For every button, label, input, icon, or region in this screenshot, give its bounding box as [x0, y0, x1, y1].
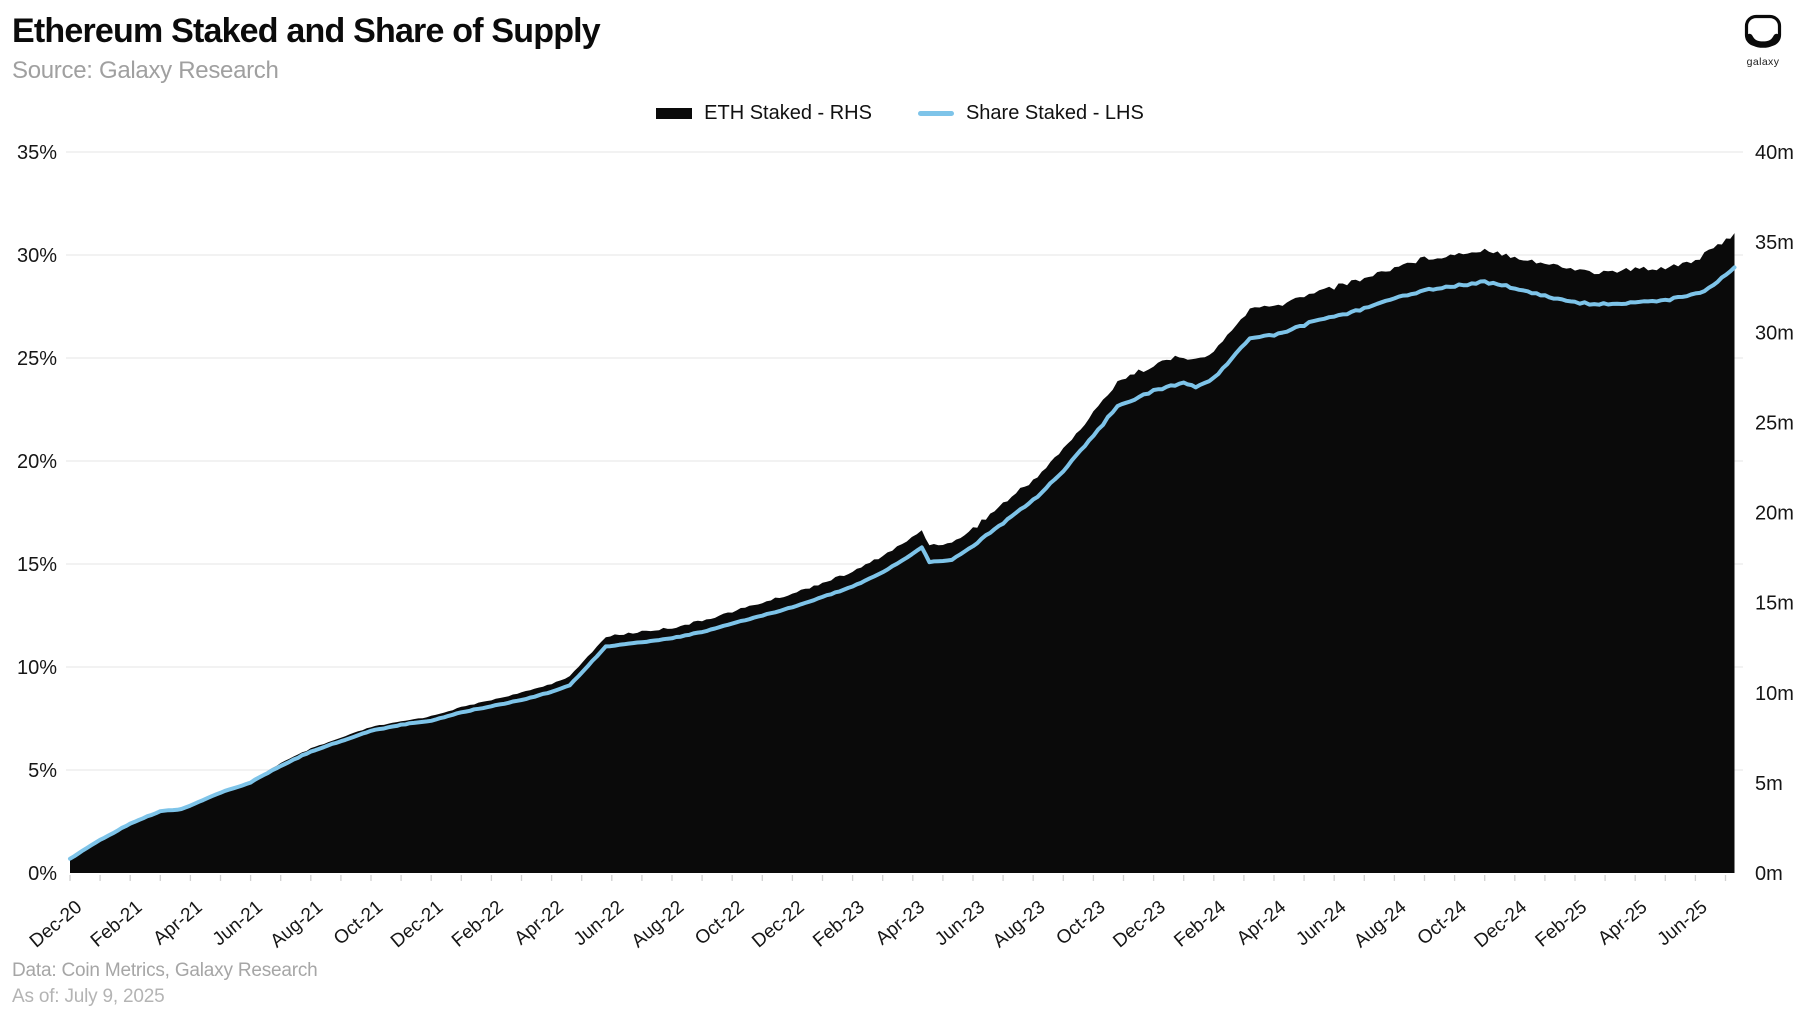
left-axis-tick-label: 35% [17, 142, 57, 164]
right-axis-tick-label: 0m [1755, 863, 1783, 885]
x-axis-tick-label: Apr-21 [149, 897, 206, 950]
galaxy-logo-icon [1744, 14, 1782, 48]
left-axis-tick-label: 5% [28, 760, 57, 782]
legend-label-share-staked: Share Staked - LHS [965, 102, 1144, 124]
left-axis-tick-label: 10% [17, 657, 57, 679]
x-axis-tick-label: Oct-24 [1414, 896, 1472, 949]
right-axis-tick-label: 10m [1755, 683, 1794, 705]
data-credit: Data: Coin Metrics, Galaxy Research [12, 960, 318, 981]
x-axis-tick-label: Aug-21 [267, 897, 327, 952]
x-axis-tick-label: Jun-25 [1654, 897, 1712, 950]
right-axis-tick-label: 20m [1755, 503, 1794, 525]
as-of-date: As of: July 9, 2025 [12, 986, 165, 1007]
left-axis-tick-label: 30% [17, 245, 57, 267]
x-axis-tick-label: Oct-22 [691, 897, 748, 950]
legend-label-eth-staked: ETH Staked - RHS [704, 102, 872, 124]
x-axis-tick-label: Feb-21 [87, 897, 147, 952]
right-axis-tick-label: 25m [1755, 412, 1794, 434]
x-axis-tick-label: Feb-25 [1532, 897, 1592, 952]
galaxy-logo-text: galaxy [1746, 56, 1780, 68]
x-axis-tick-label: Apr-24 [1233, 896, 1291, 949]
right-axis-tick-label: 5m [1755, 773, 1783, 795]
line-swatch-icon [917, 111, 954, 116]
eth-staked-area [70, 233, 1735, 874]
source-subtitle: Source: Galaxy Research [12, 57, 279, 84]
x-axis-tick-label: Aug-23 [989, 897, 1049, 952]
x-axis-tick-label: Aug-22 [628, 897, 688, 952]
x-axis-tick-label: Dec-24 [1471, 896, 1532, 952]
chart-legend: ETH Staked - RHS Share Staked - LHS [0, 102, 1800, 125]
x-axis-tick-label: Feb-22 [448, 897, 508, 952]
left-axis-tick-label: 0% [28, 863, 57, 885]
x-axis-tick-label: Jun-23 [931, 897, 989, 950]
x-axis-tick-label: Apr-22 [511, 897, 568, 950]
right-axis-tick-label: 35m [1755, 232, 1794, 254]
x-axis-tick-label: Feb-23 [809, 897, 869, 952]
x-axis-tick-label: Oct-21 [330, 897, 387, 950]
left-axis-tick-label: 15% [17, 554, 57, 576]
right-axis-tick-label: 30m [1755, 322, 1794, 344]
x-axis-tick-label: Jun-24 [1292, 896, 1350, 950]
x-axis-tick-label: Oct-23 [1052, 897, 1109, 950]
page-title: Ethereum Staked and Share of Supply [12, 12, 601, 50]
x-axis-tick-label: Dec-22 [748, 897, 808, 952]
x-axis-tick-label: Jun-21 [209, 897, 267, 950]
left-axis-tick-label: 20% [17, 451, 57, 473]
legend-item-eth-staked: ETH Staked - RHS [656, 102, 872, 125]
x-axis-tick-label: Feb-24 [1170, 896, 1230, 951]
x-axis-tick-label: Apr-23 [872, 897, 929, 950]
x-axis-tick-label: Dec-20 [26, 897, 86, 952]
left-axis-tick-label: 25% [17, 348, 57, 370]
x-axis-tick-label: Apr-25 [1594, 897, 1651, 950]
right-axis-tick-label: 40m [1755, 142, 1794, 164]
legend-item-share-staked: Share Staked - LHS [917, 102, 1144, 125]
x-axis-tick-label: Dec-23 [1109, 897, 1169, 952]
galaxy-logo: galaxy [1740, 14, 1786, 68]
x-axis-tick-label: Jun-22 [570, 897, 628, 950]
share-staked-line [68, 265, 1737, 861]
x-axis-tick-label: Aug-24 [1350, 896, 1411, 952]
right-axis-tick-label: 15m [1755, 593, 1794, 615]
area-swatch-icon [656, 108, 693, 119]
x-axis-tick-label: Dec-21 [387, 897, 447, 952]
